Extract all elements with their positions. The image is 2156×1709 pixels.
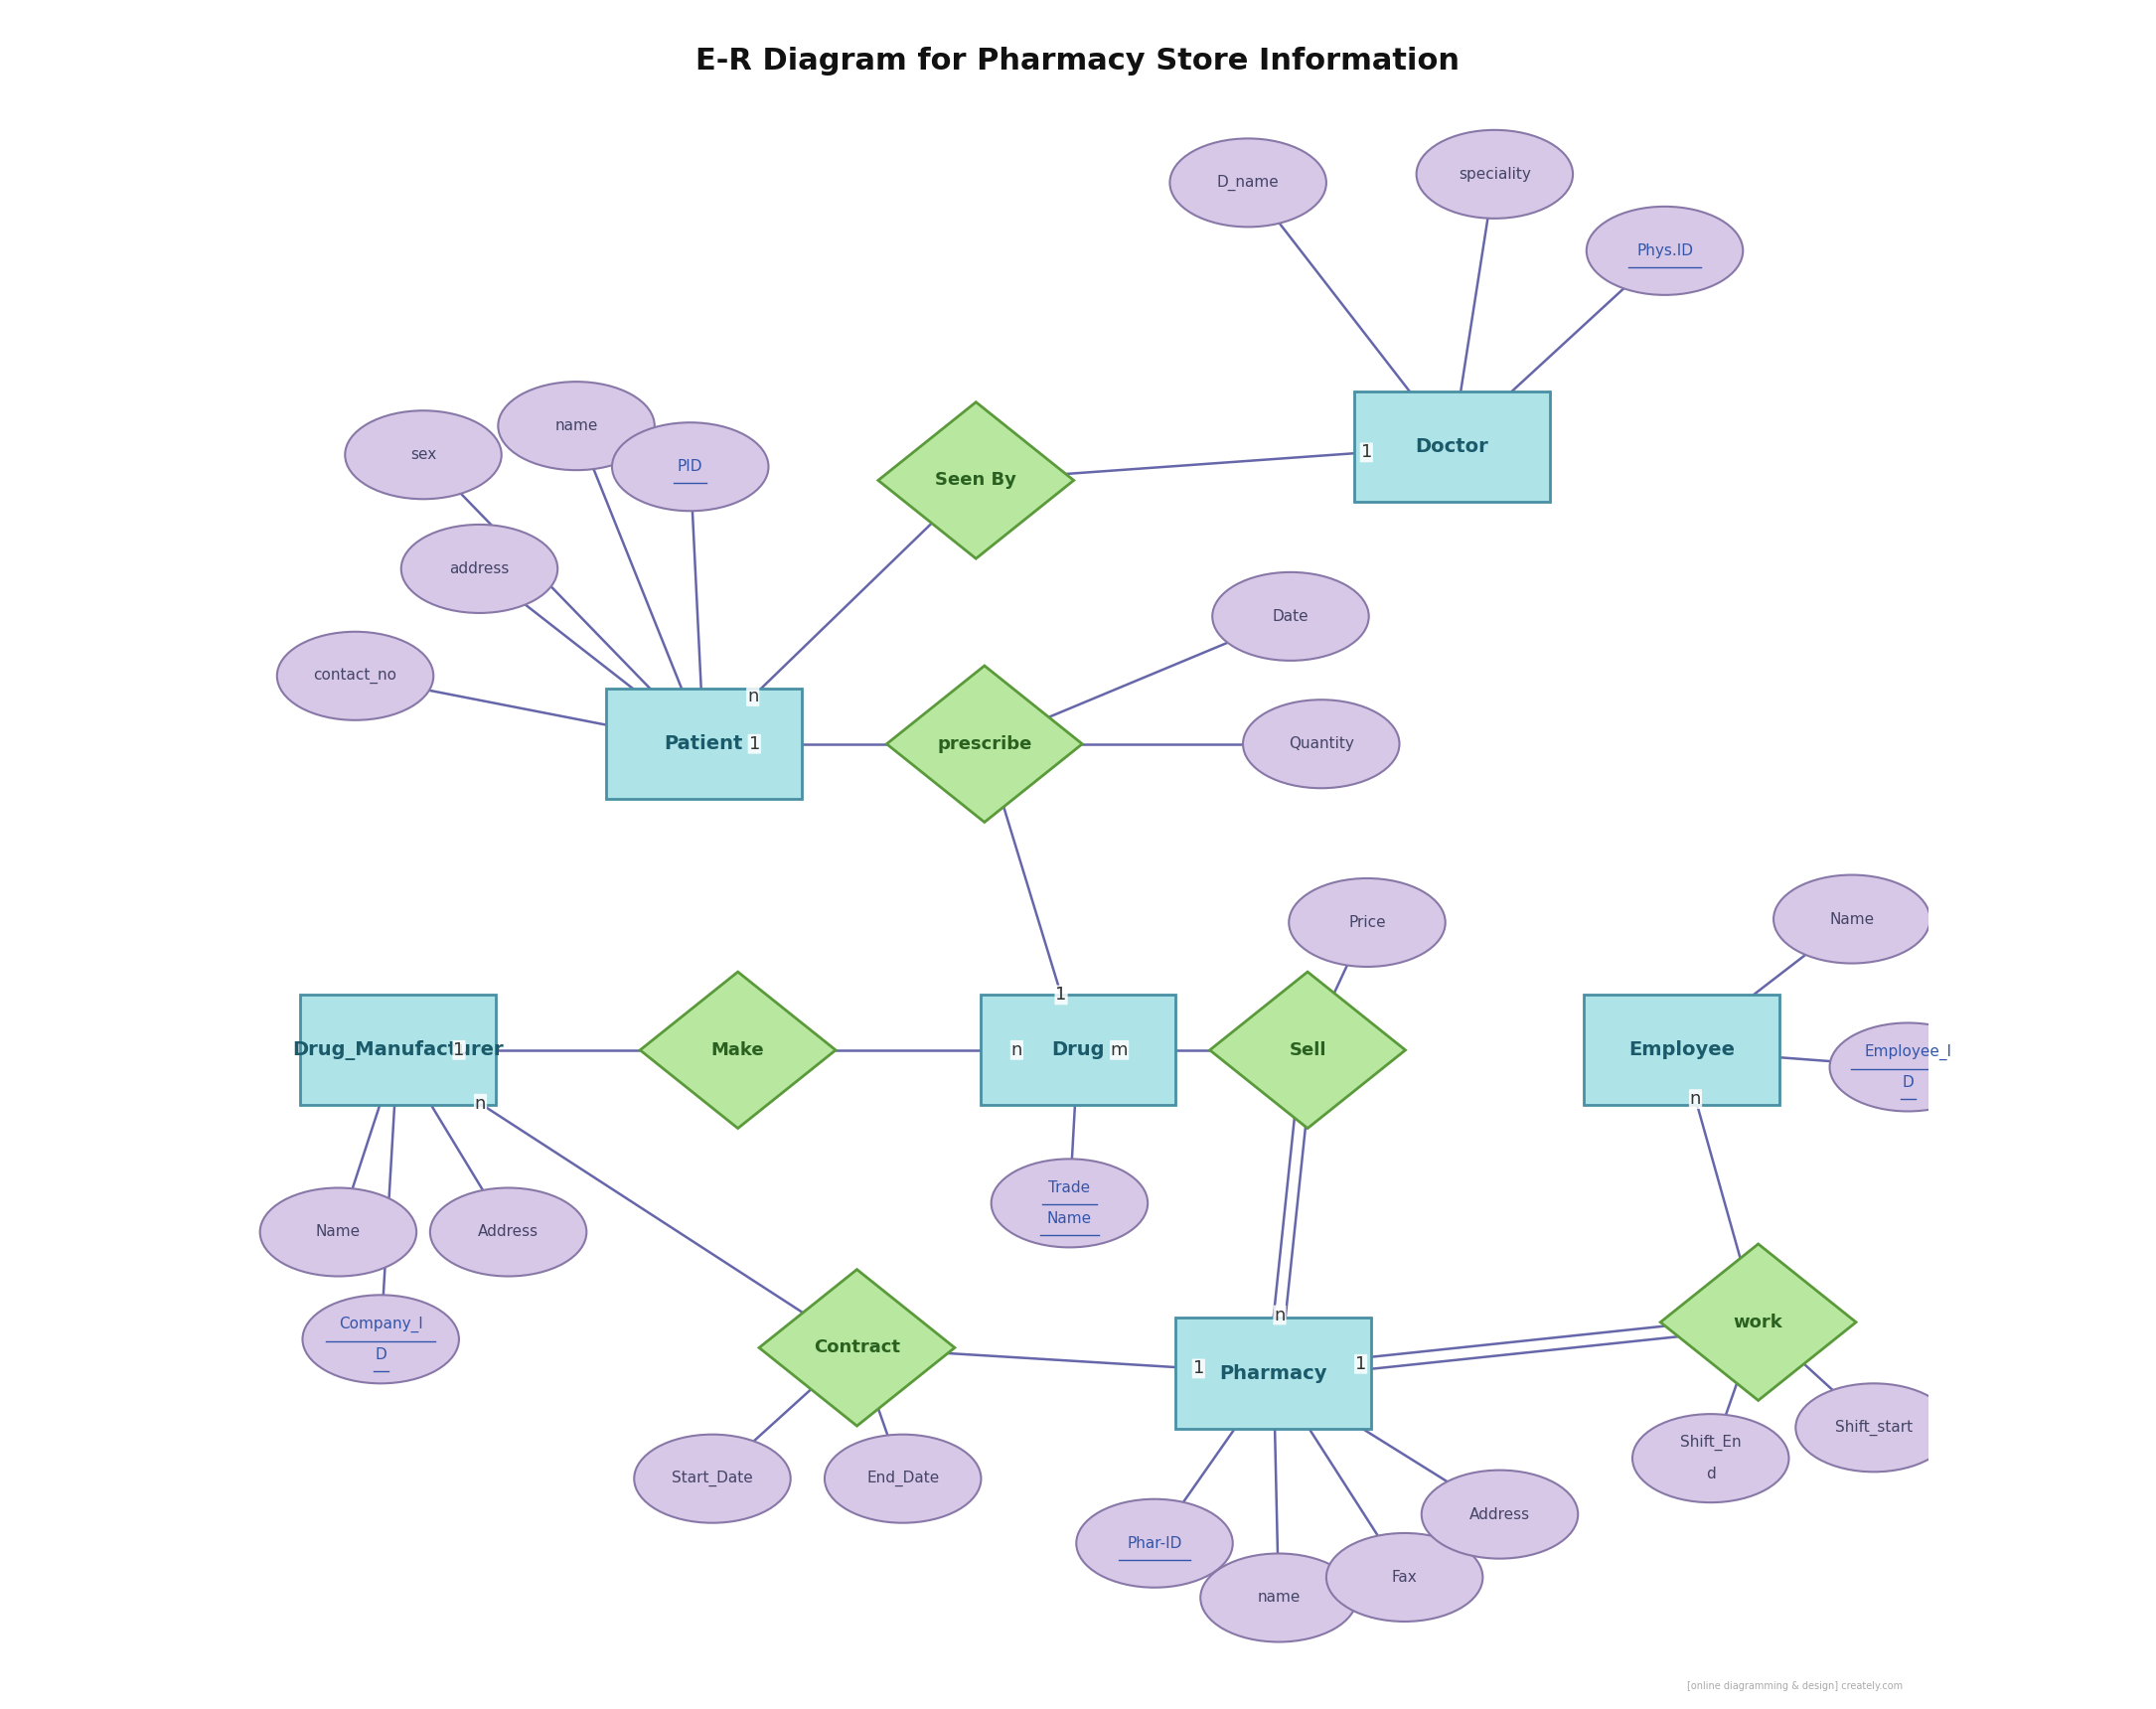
FancyBboxPatch shape [606,689,802,800]
Text: Sell: Sell [1289,1041,1326,1060]
Text: sex: sex [410,448,436,461]
Text: Doctor: Doctor [1416,438,1490,456]
Text: address: address [448,561,509,576]
Polygon shape [886,667,1082,822]
Ellipse shape [1830,1024,1986,1111]
Text: Name: Name [1830,911,1874,926]
Text: Seen By: Seen By [936,472,1018,489]
Text: Shift_start: Shift_start [1835,1420,1912,1436]
Text: Address: Address [479,1225,539,1239]
Text: 1: 1 [1360,444,1371,461]
Ellipse shape [1171,138,1326,227]
Ellipse shape [1212,573,1369,661]
Text: n: n [748,687,759,706]
Text: Drug: Drug [1052,1041,1104,1060]
Ellipse shape [302,1295,459,1383]
Ellipse shape [276,632,433,719]
Ellipse shape [1076,1499,1233,1588]
Polygon shape [640,972,837,1128]
Text: Address: Address [1470,1507,1531,1521]
FancyBboxPatch shape [981,995,1175,1106]
Ellipse shape [1632,1413,1789,1502]
Ellipse shape [824,1434,981,1523]
Text: Price: Price [1348,914,1386,930]
Text: 1: 1 [1192,1360,1205,1377]
Text: D: D [375,1347,386,1362]
Ellipse shape [1289,878,1445,967]
Text: name: name [554,419,597,434]
Text: work: work [1733,1313,1783,1331]
Ellipse shape [1796,1383,1951,1471]
Text: 1: 1 [1056,986,1067,1003]
Text: Fax: Fax [1393,1571,1416,1584]
Ellipse shape [1587,207,1742,296]
Ellipse shape [401,525,558,614]
Text: Company_I: Company_I [338,1316,423,1331]
Text: n: n [1011,1041,1022,1060]
Text: Pharmacy: Pharmacy [1220,1364,1328,1383]
Ellipse shape [429,1188,586,1277]
Text: 1: 1 [1356,1355,1367,1372]
Text: Quantity: Quantity [1289,737,1354,752]
Ellipse shape [1326,1533,1483,1622]
Polygon shape [877,402,1074,559]
Ellipse shape [1421,1470,1578,1559]
Polygon shape [1660,1244,1856,1400]
Text: contact_no: contact_no [313,668,397,684]
Text: 1: 1 [748,735,761,754]
Text: Contract: Contract [813,1338,901,1357]
Text: Phar-ID: Phar-ID [1128,1536,1181,1550]
FancyBboxPatch shape [1175,1318,1371,1429]
Text: E-R Diagram for Pharmacy Store Information: E-R Diagram for Pharmacy Store Informati… [696,46,1460,75]
Text: End_Date: End_Date [867,1471,940,1487]
Text: n: n [1690,1090,1701,1107]
Text: D_name: D_name [1216,174,1279,191]
Ellipse shape [612,422,768,511]
Polygon shape [1210,972,1406,1128]
Text: speciality: speciality [1457,167,1531,181]
Text: name: name [1257,1591,1300,1605]
Text: Make: Make [711,1041,765,1060]
Text: n: n [474,1095,485,1113]
Ellipse shape [1244,699,1399,788]
Text: Name: Name [1048,1212,1091,1225]
Text: Employee_I: Employee_I [1865,1044,1951,1060]
Text: Start_Date: Start_Date [673,1471,752,1487]
Text: d: d [1705,1466,1716,1482]
Ellipse shape [634,1434,791,1523]
Text: Shift_En: Shift_En [1680,1436,1742,1451]
Text: n: n [1274,1306,1285,1324]
FancyBboxPatch shape [300,995,496,1106]
Text: [online diagramming & design] creately.com: [online diagramming & design] creately.c… [1688,1682,1904,1692]
FancyBboxPatch shape [1585,995,1779,1106]
Ellipse shape [992,1159,1147,1248]
Text: 1: 1 [453,1041,466,1060]
Ellipse shape [261,1188,416,1277]
Text: m: m [1110,1041,1128,1060]
Ellipse shape [1201,1553,1356,1642]
FancyBboxPatch shape [1354,391,1550,502]
Text: Name: Name [315,1225,360,1239]
Text: Date: Date [1272,608,1309,624]
Polygon shape [759,1270,955,1425]
Ellipse shape [498,381,655,470]
Text: Drug_Manufacturer: Drug_Manufacturer [291,1041,502,1060]
Text: PID: PID [677,460,703,473]
Ellipse shape [345,410,502,499]
Text: Trade: Trade [1048,1181,1091,1195]
Text: D: D [1902,1075,1915,1090]
Text: Phys.ID: Phys.ID [1636,243,1692,258]
Text: Patient: Patient [664,735,744,754]
Ellipse shape [1774,875,1930,964]
Ellipse shape [1416,130,1574,219]
Text: prescribe: prescribe [938,735,1033,754]
Text: Employee: Employee [1628,1041,1736,1060]
